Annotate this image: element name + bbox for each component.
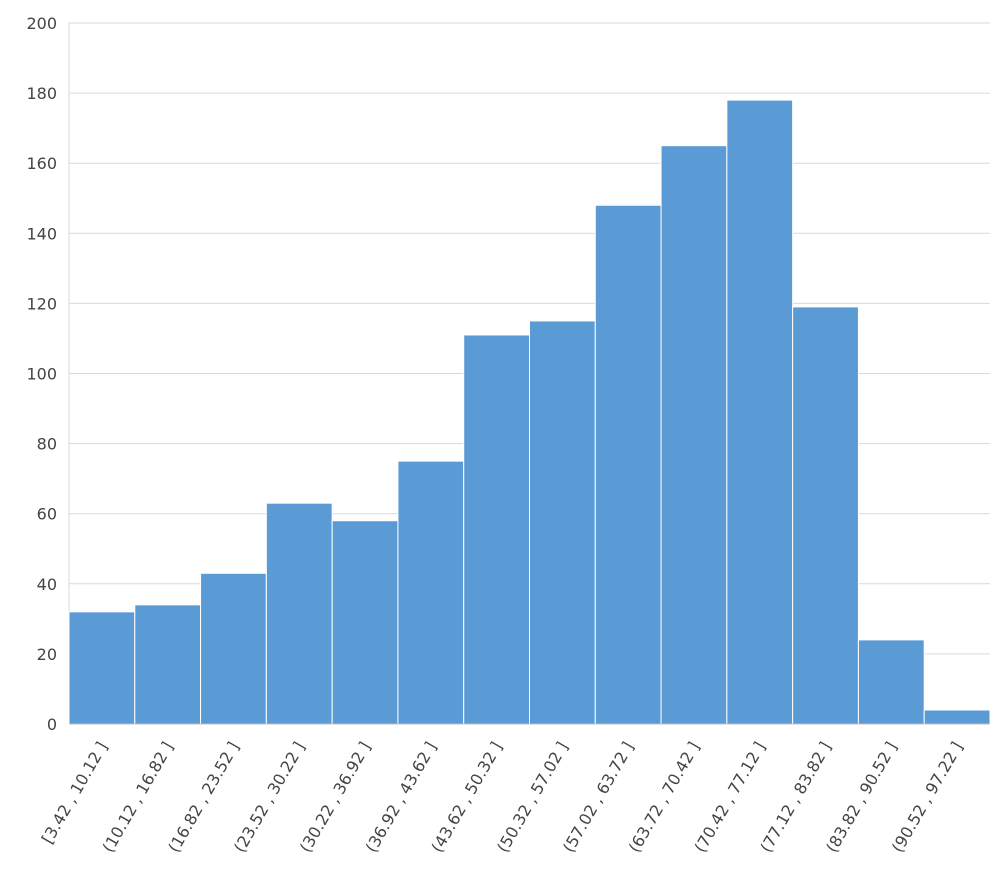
y-tick-label: 60 (37, 505, 57, 524)
bar (792, 306, 859, 725)
y-tick-label: 80 (37, 435, 57, 454)
bar (463, 334, 531, 725)
bar (923, 709, 991, 725)
x-tick-label: (57.02 , 63.72 ] (559, 739, 638, 856)
bar (200, 572, 267, 725)
x-tick-label: (36.92 , 43.62 ] (362, 739, 441, 856)
x-tick-label: (70.42 , 77.12 ] (691, 739, 770, 856)
bar (660, 145, 728, 725)
bar (265, 502, 333, 725)
bar (594, 204, 662, 725)
x-tick-label: (43.62 , 50.32 ] (427, 739, 506, 856)
bar (68, 611, 136, 725)
bar (726, 99, 794, 725)
y-tick-label: 20 (37, 645, 57, 664)
bar (397, 460, 465, 725)
x-tick-label: (23.52 , 30.22 ] (230, 739, 309, 856)
x-tick-label: (90.52 , 97.22 ] (888, 739, 967, 856)
x-tick-label: (77.12 , 83.82 ] (756, 739, 835, 856)
y-tick-label: 0 (47, 715, 57, 734)
x-tick-label: [3.42 , 10.12 ] (38, 739, 112, 847)
y-tick-label: 140 (26, 224, 57, 243)
y-tick-label: 120 (26, 294, 57, 313)
x-tick-label: (16.82 , 23.52 ] (164, 739, 243, 856)
x-tick-label: (30.22 , 36.92 ] (296, 739, 375, 856)
bar (331, 520, 399, 725)
y-tick-label: 180 (26, 84, 57, 103)
y-tick-label: 160 (26, 154, 57, 173)
y-tick-label: 200 (26, 14, 57, 33)
x-tick-label: (83.82 , 90.52 ] (822, 739, 901, 856)
bar (529, 320, 596, 725)
y-tick-label: 40 (37, 575, 57, 594)
x-tick-label: (50.32 , 57.02 ] (493, 739, 572, 856)
x-tick-label: (63.72 , 70.42 ] (625, 739, 704, 856)
bar (857, 639, 925, 725)
bar (134, 604, 202, 725)
y-tick-label: 100 (26, 365, 57, 384)
x-tick-label: (10.12 , 16.82 ] (98, 739, 177, 856)
